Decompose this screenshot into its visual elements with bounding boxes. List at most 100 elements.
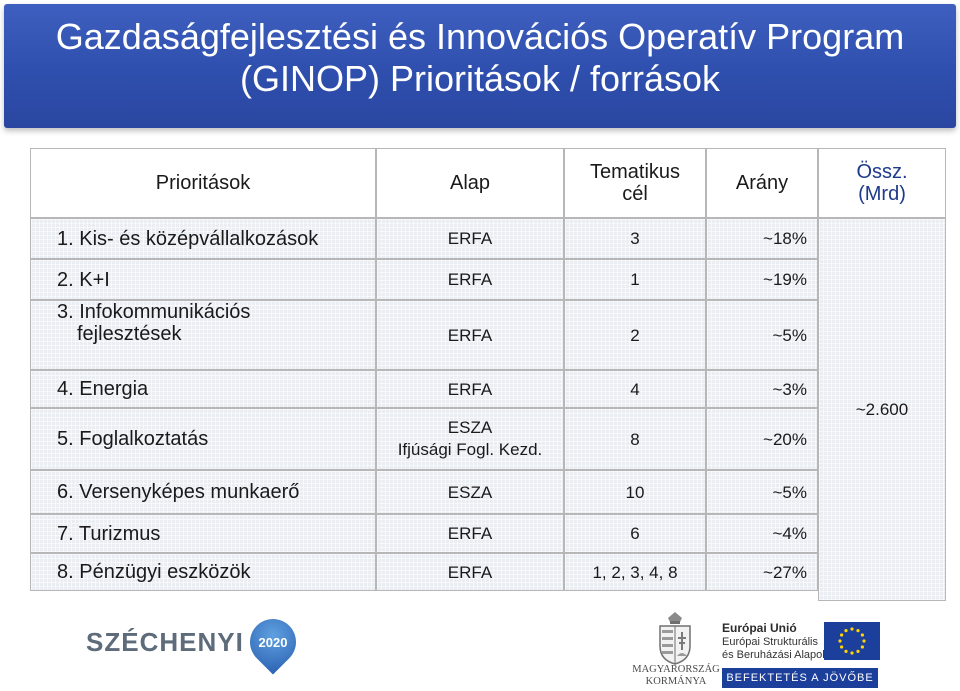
map-pin-icon: 2020 (240, 609, 306, 675)
eu-star (850, 651, 854, 655)
header-fund: Alap (376, 148, 564, 218)
header-priorities-label: Prioritások (155, 172, 251, 194)
hungarian-government-logo-text: MAGYARORSZÁG KORMÁNYA (628, 664, 724, 688)
table-row-priority-4: 4. Energia (30, 370, 376, 408)
fund-text: ERFA (447, 325, 493, 345)
header-share-label: Arány (735, 172, 789, 194)
fund-text: ESZA (447, 482, 493, 502)
priorities-table: Prioritások Alap Tematikus cél Arány Öss… (30, 148, 946, 601)
eu-star (856, 629, 860, 633)
priority-text: 3. Infokommunikációs (57, 301, 251, 323)
thematic-text: 4 (630, 379, 640, 399)
fund-text: ERFA (447, 524, 493, 543)
header-fund-label: Alap (449, 172, 491, 194)
cell-fund-7: ERFA (376, 514, 564, 553)
share-text: ~27% (763, 562, 807, 582)
header-total-line-2: (Mrd) (858, 183, 906, 205)
thematic-text: 3 (630, 229, 640, 248)
cell-fund-6: ESZA (376, 470, 564, 514)
eu-star (860, 633, 864, 637)
fund-text: ERFA (447, 229, 493, 248)
eu-star (850, 627, 854, 631)
priority-text: 6. Versenyképes munkaerő (57, 481, 300, 503)
page-title-line-2: (GINOP) Prioritások / források (239, 58, 721, 99)
eu-star (856, 649, 860, 653)
cell-thematic-2: 1 (564, 259, 706, 300)
thematic-text: 1 (630, 270, 640, 289)
page-title-line-1: Gazdaságfejlesztési és Innovációs Operat… (55, 16, 905, 57)
cell-share-2: ~19% (706, 259, 818, 300)
fund-text: ESZA (447, 418, 493, 437)
fund-text: ERFA (447, 562, 493, 582)
thematic-text: 10 (625, 482, 645, 502)
header-thematic-line-1: Tematikus (589, 161, 681, 183)
fund-text: ERFA (447, 270, 493, 289)
cell-fund-8: ERFA (376, 553, 564, 591)
eu-banner: BEFEKTETÉS A JÖVŐBE (722, 668, 878, 688)
share-text: ~20% (763, 429, 807, 449)
cell-fund-3: ERFA (376, 300, 564, 370)
header-priorities: Prioritások (30, 148, 376, 218)
cell-fund-4: ERFA (376, 370, 564, 408)
szechenyi-year: 2020 (258, 634, 288, 650)
cell-fund-5: ESZA Ifjúsági Fogl. Kezd. (376, 408, 564, 470)
fund-text: ERFA (447, 379, 493, 399)
cell-thematic-5: 8 (564, 408, 706, 470)
table-row-priority-3: 3. Infokommunikációs fejlesztések (30, 300, 376, 370)
table-row-priority-2: 2. K+I (30, 259, 376, 300)
cell-share-3: ~5% (706, 300, 818, 370)
eu-star (862, 639, 866, 643)
cell-share-7: ~4% (706, 514, 818, 553)
cell-thematic-7: 6 (564, 514, 706, 553)
header-share: Arány (706, 148, 818, 218)
cell-share-4: ~3% (706, 370, 818, 408)
cell-share-6: ~5% (706, 470, 818, 514)
hu-gov-line-1: MAGYARORSZÁG (632, 664, 720, 675)
table-row-priority-5: 5. Foglalkoztatás (30, 408, 376, 470)
thematic-text: 1, 2, 3, 4, 8 (592, 562, 678, 582)
cell-share-1: ~18% (706, 218, 818, 259)
eu-banner-text: BEFEKTETÉS A JÖVŐBE (726, 672, 874, 684)
eu-star (840, 633, 844, 637)
share-text: ~18% (763, 229, 807, 248)
header-total: Össz. (Mrd) (818, 148, 946, 218)
header-thematic-line-2: cél (622, 183, 648, 205)
share-text: ~19% (763, 270, 807, 289)
hungarian-coat-of-arms-icon (659, 612, 691, 665)
eu-logo-text: Európai Unió Európai Strukturális és Ber… (722, 621, 828, 662)
priority-text: 5. Foglalkoztatás (57, 428, 209, 450)
cell-thematic-4: 4 (564, 370, 706, 408)
share-text: ~3% (772, 379, 808, 399)
cell-thematic-8: 1, 2, 3, 4, 8 (564, 553, 706, 591)
hu-gov-line-2: KORMÁNYA (645, 676, 707, 687)
table-row-priority-7: 7. Turizmus (30, 514, 376, 553)
szechenyi-2020-logo: SZÉCHENYI 2020 (86, 609, 306, 675)
header-total-line-1: Össz. (856, 161, 908, 183)
cell-thematic-6: 10 (564, 470, 706, 514)
eu-star (844, 649, 848, 653)
table-row-priority-6: 6. Versenyképes munkaerő (30, 470, 376, 514)
table-row-priority-1: 1. Kis- és középvállalkozások (30, 218, 376, 259)
total-value-cell: ~2.600 (818, 218, 946, 601)
title-banner: Gazdaságfejlesztési és Innovációs Operat… (4, 4, 956, 128)
priority-text: 4. Energia (57, 378, 149, 400)
thematic-text: 2 (630, 325, 640, 345)
share-text: ~4% (772, 524, 808, 543)
cell-thematic-1: 3 (564, 218, 706, 259)
cell-fund-2: ERFA (376, 259, 564, 300)
cell-thematic-3: 2 (564, 300, 706, 370)
priority-text: 1. Kis- és középvállalkozások (57, 227, 319, 250)
eu-line-1: Európai Strukturális (722, 636, 818, 648)
thematic-text: 6 (630, 524, 640, 543)
priority-text: 2. K+I (57, 268, 110, 291)
thematic-text: 8 (630, 429, 640, 449)
cell-share-5: ~20% (706, 408, 818, 470)
share-text: ~5% (772, 482, 808, 502)
total-value: ~2.600 (855, 400, 909, 419)
eu-flag-icon (824, 622, 880, 660)
cell-fund-1: ERFA (376, 218, 564, 259)
eu-star (838, 639, 842, 643)
priority-text: 8. Pénzügyi eszközök (57, 561, 251, 583)
eu-line-2: és Beruházási Alapok (722, 649, 828, 661)
eu-star (840, 645, 844, 649)
